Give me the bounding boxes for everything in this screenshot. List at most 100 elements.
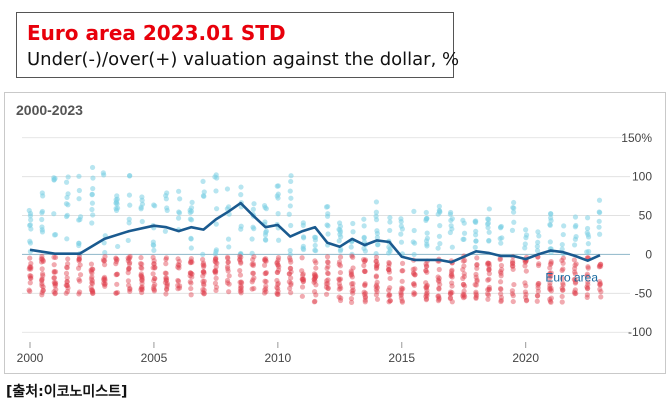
- y-tick-label: -100: [628, 325, 652, 339]
- scatter-point: [76, 187, 82, 194]
- scatter-point: [399, 298, 405, 304]
- scatter-point: [597, 280, 603, 287]
- scatter-point: [288, 282, 294, 288]
- scatter-point: [485, 216, 492, 222]
- scatter-point: [448, 209, 454, 216]
- scatter-point: [362, 282, 368, 289]
- scatter-point: [411, 208, 417, 214]
- scatter-point: [548, 215, 554, 221]
- scatter-point: [90, 290, 96, 296]
- scatter-point: [89, 278, 95, 284]
- scatter-point: [102, 281, 108, 287]
- scatter-point: [151, 287, 157, 293]
- scatter-point: [398, 291, 404, 297]
- scatter-point: [238, 290, 244, 296]
- scatter-point: [374, 296, 381, 302]
- scatter-point: [424, 292, 430, 299]
- scatter-point: [125, 237, 131, 244]
- scatter-point: [559, 285, 565, 291]
- scatter-point: [263, 278, 269, 285]
- scatter-point: [275, 211, 281, 217]
- scatter-point: [412, 291, 418, 297]
- scatter-point: [411, 290, 417, 296]
- scatter-point: [249, 286, 255, 292]
- scatter-point: [410, 239, 416, 245]
- scatter-point: [213, 268, 219, 275]
- scatter-point: [498, 297, 504, 303]
- scatter-point: [187, 260, 194, 266]
- scatter-point: [449, 267, 455, 273]
- scatter-point: [101, 275, 107, 282]
- scatter-point: [374, 285, 381, 291]
- scatter-point: [139, 261, 145, 267]
- scatter-point: [547, 275, 553, 281]
- scatter-point: [436, 266, 442, 273]
- scatter-point: [559, 257, 565, 264]
- scatter-point: [312, 275, 318, 281]
- scatter-point: [300, 278, 307, 284]
- scatter-point: [251, 275, 257, 281]
- scatter-point: [461, 230, 468, 236]
- scatter-point: [76, 256, 82, 262]
- scatter-point: [547, 287, 553, 293]
- scatter-point: [548, 273, 554, 279]
- scatter-point: [435, 245, 441, 251]
- scatter-point: [89, 200, 96, 206]
- scatter-point: [127, 288, 133, 294]
- scatter-point: [139, 275, 145, 282]
- scatter-point: [571, 289, 578, 295]
- scatter-point: [288, 222, 294, 229]
- scatter-point: [325, 211, 331, 217]
- scatter-point: [311, 289, 318, 295]
- scatter-point: [498, 294, 505, 301]
- scatter-point: [313, 248, 319, 254]
- scatter-point: [188, 292, 194, 298]
- scatter-point: [373, 199, 380, 205]
- scatter-point: [559, 267, 565, 274]
- scatter-point: [28, 217, 34, 223]
- scatter-point: [362, 258, 368, 264]
- scatter-point: [237, 285, 244, 292]
- scatter-point: [200, 269, 206, 275]
- scatter-point: [387, 298, 393, 304]
- scatter-point: [324, 270, 331, 276]
- scatter-point: [373, 254, 380, 260]
- scatter-point: [596, 197, 603, 203]
- scatter-point: [571, 257, 577, 263]
- scatter-point: [348, 268, 354, 274]
- scatter-point: [175, 215, 182, 221]
- scatter-point: [473, 238, 479, 244]
- scatter-point: [76, 217, 82, 223]
- scatter-point: [435, 274, 441, 280]
- scatter-point: [38, 256, 44, 262]
- scatter-point: [127, 253, 133, 260]
- scatter-point: [373, 258, 379, 264]
- scatter-point: [102, 276, 108, 282]
- scatter-point: [39, 253, 45, 260]
- scatter-point: [399, 260, 406, 266]
- scatter-point: [386, 299, 392, 305]
- scatter-point: [572, 224, 578, 230]
- scatter-point: [362, 257, 369, 263]
- scatter-point: [164, 190, 170, 196]
- scatter-point: [386, 263, 392, 269]
- scatter-point: [386, 267, 392, 273]
- scatter-point: [412, 272, 418, 278]
- scatter-point: [584, 225, 591, 232]
- scatter-point: [213, 188, 219, 194]
- scatter-point: [350, 220, 356, 227]
- scatter-point: [312, 258, 318, 264]
- scatter-point: [361, 234, 367, 240]
- scatter-point: [362, 268, 368, 275]
- scatter-point: [286, 211, 292, 217]
- scatter-point: [573, 233, 579, 240]
- scatter-point: [125, 270, 131, 276]
- scatter-point: [200, 178, 206, 185]
- scatter-point: [127, 286, 133, 292]
- scatter-point: [238, 226, 244, 232]
- scatter-point: [299, 255, 305, 261]
- scatter-point: [473, 289, 479, 295]
- scatter-point: [225, 236, 232, 242]
- scatter-point: [535, 281, 541, 287]
- scatter-point: [386, 261, 392, 267]
